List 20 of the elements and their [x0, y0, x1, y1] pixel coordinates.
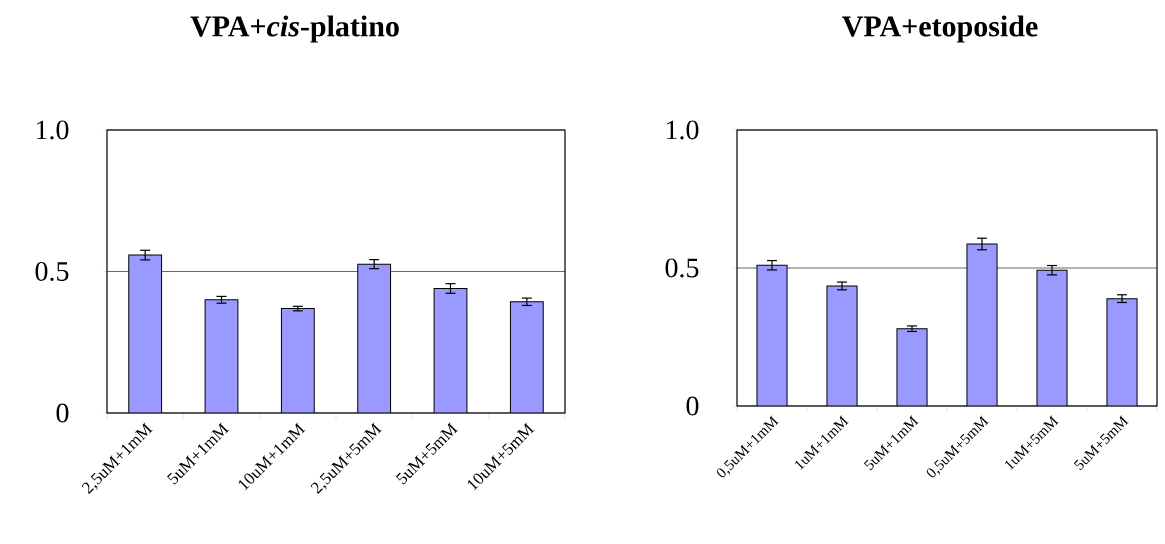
chart-title: VPA+cis-platino	[190, 15, 399, 43]
bar	[826, 285, 858, 406]
bar	[204, 299, 239, 413]
y-tick-label: 0	[686, 396, 699, 416]
bar	[280, 308, 315, 413]
bar	[966, 243, 998, 406]
bar	[357, 263, 392, 413]
bar	[756, 264, 788, 406]
y-tick-label: 1.0	[666, 120, 699, 140]
bar	[128, 254, 163, 413]
y-tick-label: 0.5	[665, 258, 699, 278]
y-tick-label: 0.5	[35, 261, 69, 281]
y-tick-label: 0	[56, 403, 69, 423]
bar	[896, 328, 928, 406]
bar	[1106, 298, 1138, 406]
y-tick-label: 1.0	[36, 120, 69, 140]
bar	[1036, 269, 1068, 406]
bar	[433, 287, 468, 413]
bar	[509, 301, 544, 413]
chart-title: VPA+etoposide	[842, 15, 1038, 43]
